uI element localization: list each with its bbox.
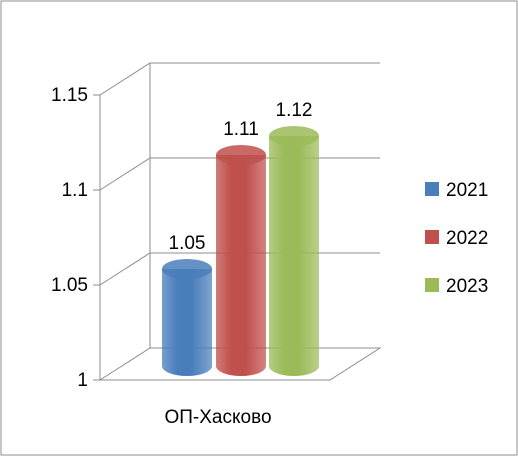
x-axis-ticks: ОП-Хасково xyxy=(164,407,271,428)
gridline xyxy=(99,62,380,96)
floor xyxy=(99,347,382,381)
y-tick-label: 1 xyxy=(77,370,88,391)
legend-label: 2021 xyxy=(446,180,488,201)
legend-swatch xyxy=(425,182,439,196)
legend-swatch xyxy=(425,230,439,244)
bar-body xyxy=(269,136,319,376)
data-labels: 1.05 1.11 1.12 xyxy=(169,100,313,254)
bar-2021 xyxy=(162,259,212,376)
legend: 2021 2022 2023 xyxy=(425,180,488,297)
bars xyxy=(162,126,319,376)
legend-swatch xyxy=(425,278,439,292)
y-tick-label: 1.05 xyxy=(51,275,88,296)
legend-label: 2022 xyxy=(446,228,488,249)
bar-2023 xyxy=(269,126,319,376)
legend-item-2022: 2022 xyxy=(425,228,488,249)
bar-top xyxy=(162,259,212,279)
bar-2022 xyxy=(216,145,266,376)
y-tick-label: 1.1 xyxy=(62,180,88,201)
legend-item-2021: 2021 xyxy=(425,180,488,201)
bar-body xyxy=(162,269,212,376)
bar-top xyxy=(269,126,319,146)
y-tick-label: 1.15 xyxy=(51,85,88,106)
data-label: 1.11 xyxy=(223,119,259,140)
bar-body xyxy=(216,155,266,376)
data-label: 1.12 xyxy=(276,100,313,121)
data-label: 1.05 xyxy=(169,233,206,254)
legend-label: 2023 xyxy=(446,276,488,297)
legend-item-2023: 2023 xyxy=(425,276,488,297)
x-tick-label: ОП-Хасково xyxy=(164,407,271,428)
bar-top xyxy=(216,145,266,165)
y-axis-ticks: 1 1.05 1.1 1.15 xyxy=(51,85,100,391)
plot-walls xyxy=(99,63,382,381)
